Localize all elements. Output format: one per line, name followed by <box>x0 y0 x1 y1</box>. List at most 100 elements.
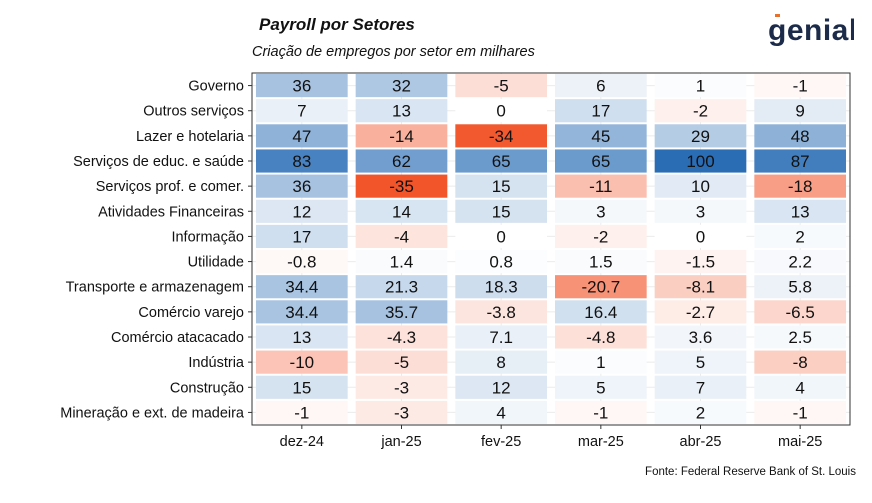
heatmap-cell <box>455 350 547 374</box>
heatmap-cell <box>555 224 647 248</box>
y-tick-label: Utilidade <box>188 255 244 271</box>
heatmap-cell <box>555 350 647 374</box>
heatmap-cell <box>754 250 846 274</box>
cell-value-label: -3 <box>394 403 409 422</box>
cell-value-label: 1 <box>596 353 605 372</box>
cell-value-label: 34.4 <box>285 303 318 322</box>
cell-value-label: 1 <box>696 77 705 96</box>
svg-text:genial: genial <box>768 14 854 47</box>
cell-value-label: 21.3 <box>385 278 418 297</box>
cell-value-label: 8 <box>496 353 505 372</box>
cell-value-label: 2.5 <box>788 328 812 347</box>
cell-value-label: -3 <box>394 378 409 397</box>
cell-value-label: 13 <box>392 102 411 121</box>
cell-value-label: 29 <box>691 127 710 146</box>
cell-value-label: -34 <box>489 127 514 146</box>
heatmap-cell <box>355 325 448 349</box>
cell-value-label: -1 <box>793 77 808 96</box>
cell-value-label: -5 <box>394 353 409 372</box>
cell-value-label: -20.7 <box>581 278 620 297</box>
heatmap-cell <box>355 99 448 123</box>
brand-logo: genial <box>768 14 857 56</box>
cell-value-label: 10 <box>691 177 710 196</box>
cell-value-label: 65 <box>492 152 511 171</box>
source-note: Fonte: Federal Reserve Bank of St. Louis <box>645 466 856 478</box>
heatmap-cell <box>654 199 747 223</box>
heatmap-cell <box>654 300 747 324</box>
heatmap-cell <box>555 325 647 349</box>
heatmap-cell <box>455 375 547 399</box>
heatmap-cell <box>355 124 448 148</box>
heatmap-cell <box>355 375 448 399</box>
heatmap-cell <box>654 350 747 374</box>
heatmap-cell <box>654 74 747 98</box>
cell-value-label: 87 <box>791 152 810 171</box>
heatmap-cell <box>555 300 647 324</box>
cell-value-label: -4 <box>394 227 409 246</box>
heatmap-cell <box>754 199 846 223</box>
cell-value-label: 12 <box>292 202 311 221</box>
heatmap-cell <box>455 275 547 299</box>
cell-value-label: 17 <box>591 102 610 121</box>
cell-value-label: 12 <box>492 378 511 397</box>
cell-value-label: -1 <box>793 403 808 422</box>
heatmap-cell <box>754 325 846 349</box>
cell-value-label: 5.8 <box>788 278 812 297</box>
cell-value-label: -0.8 <box>287 253 316 272</box>
heatmap-cell <box>555 174 647 198</box>
heatmap-cell <box>654 124 747 148</box>
cell-value-label: 2 <box>795 227 804 246</box>
cell-value-label: 65 <box>591 152 610 171</box>
heatmap-cell <box>355 350 448 374</box>
y-tick-label: Comércio atacacado <box>111 330 244 346</box>
cell-value-label: 3 <box>696 202 705 221</box>
heatmap-cell <box>754 224 846 248</box>
cell-value-label: -14 <box>389 127 414 146</box>
heatmap-cell <box>256 99 348 123</box>
heatmap-cell <box>256 325 348 349</box>
cell-value-label: -2 <box>593 227 608 246</box>
heatmap-cell <box>355 400 448 424</box>
cell-value-label: 0 <box>496 227 505 246</box>
heatmap-cell <box>654 325 747 349</box>
heatmap-cell <box>555 250 647 274</box>
y-tick-label: Informação <box>171 229 244 245</box>
heatmap-cell <box>455 99 547 123</box>
heatmap-cell <box>455 325 547 349</box>
heatmap-cell <box>256 375 348 399</box>
cell-value-label: 2 <box>696 403 705 422</box>
cell-value-label: 35.7 <box>385 303 418 322</box>
chart-subtitle: Criação de empregos por setor em milhare… <box>252 44 535 60</box>
heatmap-cell <box>654 224 747 248</box>
cell-value-label: 100 <box>686 152 714 171</box>
heatmap-cell <box>754 275 846 299</box>
heatmap-cell <box>256 350 348 374</box>
cell-value-label: 47 <box>292 127 311 146</box>
cell-value-label: -3.8 <box>487 303 516 322</box>
heatmap-cell <box>754 149 846 173</box>
y-tick-label: Comércio varejo <box>138 305 244 321</box>
cell-value-label: -1 <box>294 403 309 422</box>
cell-value-label: 4 <box>795 378 804 397</box>
cell-value-label: 6 <box>596 77 605 96</box>
heatmap-cell <box>256 275 348 299</box>
x-tick-label: abr-25 <box>680 434 722 450</box>
heatmap-cell <box>355 74 448 98</box>
cell-value-label: 13 <box>791 202 810 221</box>
cell-value-label: -4.8 <box>586 328 615 347</box>
cell-value-label: -2.7 <box>686 303 715 322</box>
y-tick-label: Indústria <box>188 355 245 371</box>
cell-value-label: -6.5 <box>786 303 815 322</box>
heatmap-cell <box>455 400 547 424</box>
cell-value-label: 36 <box>292 77 311 96</box>
heatmap-cell <box>754 300 846 324</box>
heatmap-cell <box>654 149 747 173</box>
cell-value-label: 0 <box>496 102 505 121</box>
heatmap-cell <box>455 149 547 173</box>
heatmap-cell <box>654 99 747 123</box>
heatmap-cell <box>555 149 647 173</box>
cell-value-label: 1.4 <box>390 253 414 272</box>
heatmap-cell <box>654 375 747 399</box>
heatmap-cell <box>355 275 448 299</box>
cell-value-label: 15 <box>292 378 311 397</box>
